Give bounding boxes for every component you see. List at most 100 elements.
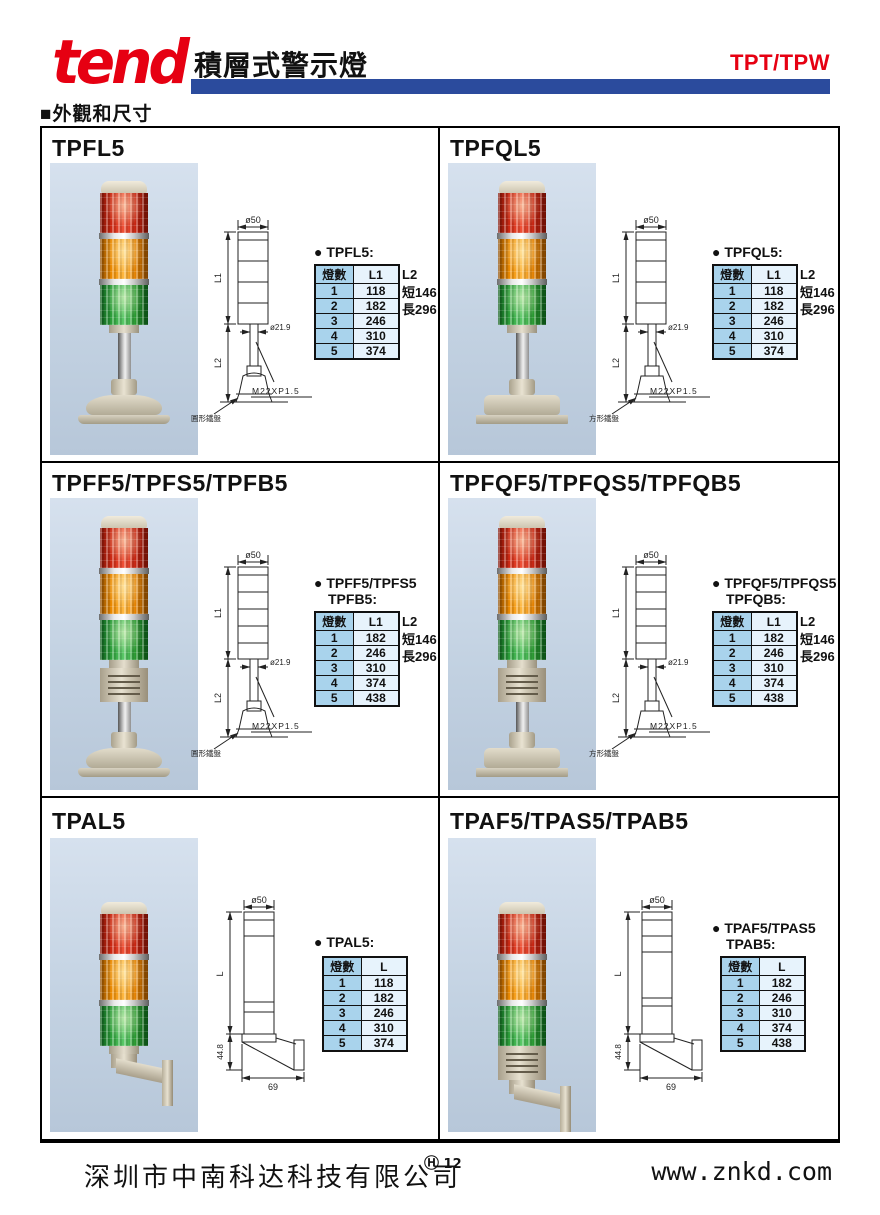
panel-tpff5: TPFF5/TPFS5/TPFB5 ø50 [42,463,440,798]
table-label: ● TPFQF5/TPFQS5 TPFQB5: [712,575,836,607]
lamp-count-cell: 3 [314,660,354,676]
length-value-cell: 310 [352,660,400,676]
round-base [86,395,162,415]
chrome-ring [497,1000,547,1006]
table-row: 5 374 [314,343,400,360]
table-label: ● TPFL5: [314,244,374,260]
l2-short-value: 短146 [402,284,437,300]
l2-dimension-label: L2 [213,693,223,703]
lamp-count-cell: 4 [314,675,354,691]
length-value-cell: 246 [352,313,400,329]
table-label-line: TPFQB5: [726,591,786,607]
dimension-drawing: ø50 L1 ø21.9 M22XP1.5 L2 [589,215,710,423]
l2-label: L2 [402,614,418,629]
buzzer-unit [100,668,148,702]
thread-label: M22XP1.5 [252,721,300,731]
signal-tower [476,181,568,424]
lamp-count-cell: 1 [720,975,760,991]
lamp-count-cell: 2 [712,298,752,314]
table-row: 3 246 [322,1005,408,1021]
table-row: 3 310 [712,660,798,676]
lamp-count-cell: 2 [322,990,362,1006]
product-code: TPAF5/TPAS5/TPAB5 [450,808,689,834]
l2-label: L2 [800,267,816,282]
table-label-line: ● TPAL5: [314,934,375,950]
green-lamp-segment [498,1006,546,1046]
length-value-cell: 310 [750,328,798,344]
base-plate [78,768,170,777]
spec-table: 燈數 L 1 118 2 182 3 246 4 310 5 374 [322,956,408,1052]
product-photo [50,163,198,455]
lamp-count-cell: 5 [314,343,354,360]
column-header: 燈數 [712,611,752,631]
tower-collar [507,660,537,668]
chrome-ring [497,954,547,960]
thread-label: M22XP1.5 [650,386,698,396]
brand-logo: tend [52,26,190,98]
l2-long-value: 長296 [800,302,835,317]
length-value-cell: 310 [360,1020,408,1036]
chrome-ring [99,614,149,620]
length-value-cell: 374 [360,1035,408,1052]
lamp-count-cell: 5 [712,690,752,707]
mounting-pole [117,333,131,379]
column-header: L1 [750,264,798,284]
spec-table: 燈數 L1 1 118 2 182 3 246 4 310 5 374 [712,264,798,360]
table-row: 3 246 [314,313,400,329]
length-value-cell: 374 [758,1020,806,1036]
length-value-cell: 374 [352,343,400,360]
chrome-ring [99,1000,149,1006]
l-dimension-label: L [215,971,225,976]
table-header-row: 燈數 L [322,956,408,976]
table-header-row: 燈數 L1 [314,611,400,631]
length-value-cell: 310 [750,660,798,676]
l2-short-value: 短146 [402,631,437,647]
table-row: 3 310 [314,660,400,676]
chrome-ring [497,279,547,285]
square-base [484,748,560,768]
top-diameter-label: ø50 [649,895,665,905]
buzzer-vents [506,1053,538,1073]
l2-dimension-label: L2 [611,358,621,368]
table-label-line: ● TPAF5/TPAS5 [712,920,816,936]
green-lamp-segment [498,285,546,325]
red-lamp-segment [100,914,148,954]
signal-tower [78,516,170,777]
lamp-count-cell: 4 [712,675,752,691]
company-name: 深圳市中南科达科技有限公司 [84,1163,462,1193]
dimension-drawing: ø50 L 44.8 69 [613,895,703,1092]
l2-dimension-label: L2 [611,693,621,703]
chrome-ring [99,568,149,574]
panel-tpaf5: TPAF5/TPAS5/TPAB5 [440,798,838,1139]
panel-grid: TPFL5 ø50 [40,126,840,1143]
table-row: 4 310 [712,328,798,344]
column-header: 燈數 [322,956,362,976]
l2-long-value: 長296 [402,302,437,317]
red-lamp-segment [100,193,148,233]
wall-mount-bracket [100,1054,173,1108]
column-header: L1 [352,264,400,284]
l2-annotation: L2 短146 長296 [402,613,437,666]
tower-cap [499,516,545,528]
dimension-drawing: ø50 L1 ø21.9 M22XP1.5 L2 [191,550,312,758]
l2-long-value: 長296 [402,649,437,664]
length-value-cell: 374 [750,675,798,691]
lamp-count-cell: 2 [720,990,760,1006]
length-value-cell: 118 [360,975,408,991]
length-value-cell: 182 [352,630,400,646]
buzzer-vents [506,675,538,695]
l-dimension-label: L [613,971,623,976]
chrome-ring [99,279,149,285]
l2-label: L2 [402,267,418,282]
length-value-cell: 246 [750,645,798,661]
green-lamp-segment [100,285,148,325]
table-label: ● TPAF5/TPAS5 TPAB5: [712,920,816,952]
tower-cap [499,181,545,193]
tower-collar [109,660,139,668]
shaft-diameter-label: ø21.9 [270,323,291,332]
pole-joint [509,732,535,748]
base-type-note: 方形鐵盤 [589,748,619,758]
chrome-ring [99,233,149,239]
mounting-pole [117,702,131,732]
